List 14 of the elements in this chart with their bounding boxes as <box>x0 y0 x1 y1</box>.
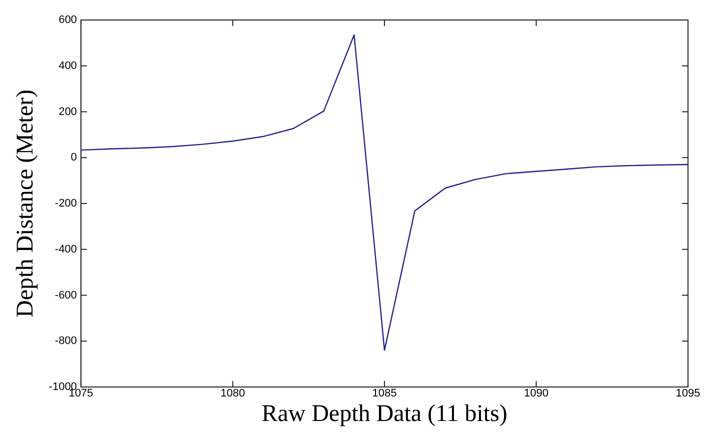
y-tick-label: 600 <box>58 14 77 26</box>
x-tick-label: 1080 <box>220 388 245 400</box>
x-tick-label: 1085 <box>372 388 397 400</box>
y-tick-label: 400 <box>58 60 77 72</box>
y-axis-title: Depth Distance (Meter) <box>12 90 39 318</box>
y-tick-label: -800 <box>54 335 77 348</box>
x-tick-label: 1095 <box>676 388 700 400</box>
y-tick-label: -200 <box>54 198 77 210</box>
x-axis-title: Raw Depth Data (11 bits) <box>262 400 508 427</box>
x-tick-label: 1090 <box>524 388 548 400</box>
y-tick-label: 0 <box>70 152 77 164</box>
y-tick-label: -400 <box>54 243 77 256</box>
y-tick-label: 200 <box>58 106 77 118</box>
y-tick-label: -600 <box>54 289 77 302</box>
